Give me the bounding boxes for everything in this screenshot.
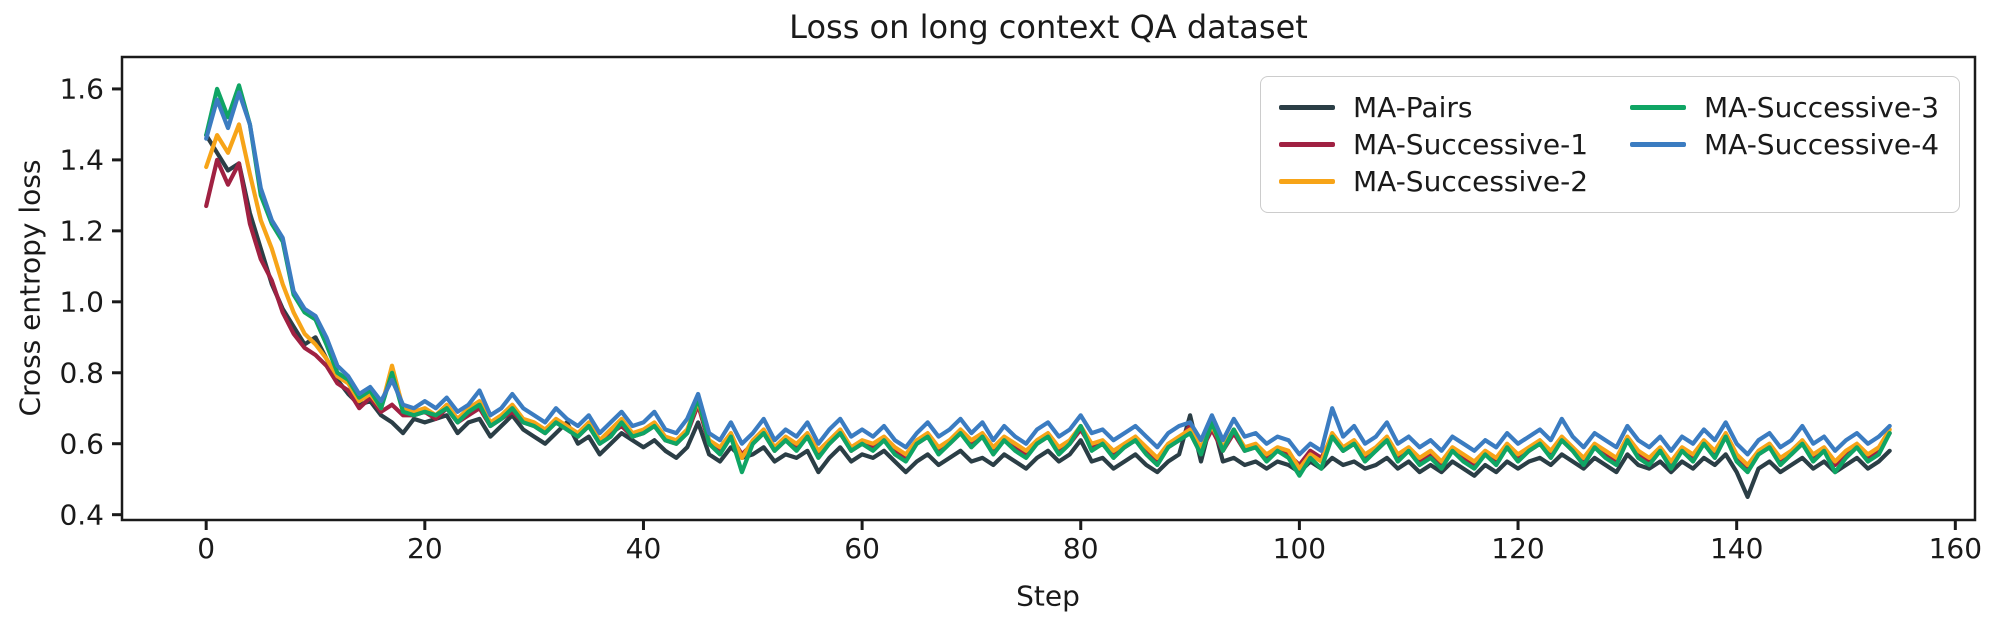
series-line-MA-Successive-4	[204, 90, 1892, 457]
legend-item-ma-pairs: MA-Pairs	[1279, 89, 1590, 126]
legend-item-ma-successive-1: MA-Successive-1	[1279, 126, 1590, 163]
y-tick-label: 0.8	[59, 357, 104, 390]
x-axis-label: Step	[1016, 579, 1080, 613]
x-tick-label: 80	[1063, 532, 1099, 565]
legend-line-swatch	[1630, 105, 1686, 110]
legend-line-swatch	[1630, 142, 1686, 147]
legend-label: MA-Successive-2	[1353, 165, 1589, 198]
legend-item-ma-successive-4: MA-Successive-4	[1630, 126, 1941, 163]
x-tick-label: 100	[1273, 532, 1326, 565]
plot-frame	[120, 55, 1977, 522]
series-line-MA-Successive-3	[204, 83, 1892, 478]
x-tick-label: 160	[1929, 532, 1982, 565]
legend-line-swatch	[1279, 142, 1335, 147]
x-tick-label: 40	[626, 532, 662, 565]
legend: MA-Pairs MA-Successive-1 MA-Successive-2…	[1260, 76, 1960, 213]
legend-label: MA-Successive-1	[1353, 128, 1589, 161]
series-line-MA-Pairs	[204, 133, 1892, 499]
legend-label: MA-Successive-3	[1704, 91, 1940, 124]
y-axis-label: Cross entropy loss	[13, 159, 47, 417]
legend-label: MA-Successive-4	[1704, 128, 1940, 161]
x-tick-label: 60	[844, 532, 880, 565]
y-tick-label: 1.2	[59, 215, 104, 248]
legend-item-ma-successive-2: MA-Successive-2	[1279, 163, 1590, 200]
x-tick-label: 120	[1491, 532, 1544, 565]
x-tick-label: 0	[197, 532, 215, 565]
legend-column-1: MA-Pairs MA-Successive-1 MA-Successive-2	[1279, 89, 1590, 200]
y-tick-label: 0.6	[59, 428, 104, 461]
x-tick-label: 140	[1710, 532, 1763, 565]
legend-label: MA-Pairs	[1353, 91, 1473, 124]
legend-line-swatch	[1279, 105, 1335, 110]
y-tick-label: 1.4	[59, 144, 104, 177]
legend-item-ma-successive-3: MA-Successive-3	[1630, 89, 1941, 126]
y-tick-label: 0.4	[59, 498, 104, 531]
x-tick-label: 20	[407, 532, 443, 565]
legend-column-2: MA-Successive-3 MA-Successive-4	[1630, 89, 1941, 200]
legend-line-swatch	[1279, 179, 1335, 184]
y-tick-label: 1.6	[59, 73, 104, 106]
y-tick-label: 1.0	[59, 286, 104, 319]
chart-title: Loss on long context QA dataset	[789, 8, 1308, 46]
